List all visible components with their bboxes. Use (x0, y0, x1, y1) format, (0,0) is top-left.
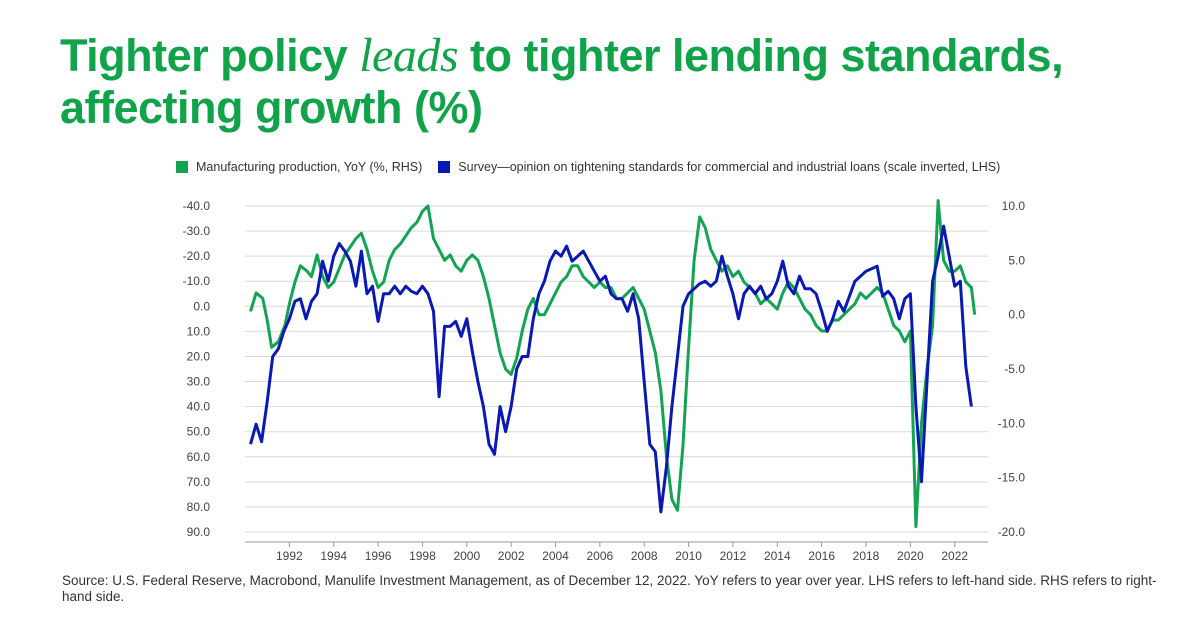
x-tick-label: 2000 (453, 549, 480, 563)
x-tick-label: 1994 (320, 549, 347, 563)
legend-label-manufacturing: Manufacturing production, YoY (%, RHS) (196, 160, 423, 174)
chart-legend: Manufacturing production, YoY (%, RHS) S… (176, 160, 1016, 174)
series-line-survey (249, 224, 973, 514)
x-tick-label: 2014 (764, 549, 791, 563)
legend-item-manufacturing: Manufacturing production, YoY (%, RHS) (176, 160, 422, 174)
x-tick-label: 2008 (631, 549, 658, 563)
left-tick-label: 60.0 (187, 450, 211, 464)
page-title: Tighter policy leads to tighter lending … (60, 30, 1180, 134)
left-tick-label: -10.0 (183, 274, 211, 288)
left-tick-label: 10.0 (187, 324, 211, 338)
legend-label-survey: Survey—opinion on tightening standards f… (458, 160, 1001, 174)
left-tick-label: 20.0 (187, 349, 211, 363)
right-tick-label: 0.0 (1008, 308, 1025, 322)
series-line-manufacturing (249, 199, 977, 529)
left-tick-label: -30.0 (183, 224, 211, 238)
left-tick-label: 30.0 (187, 375, 211, 389)
title-part2: to tighter lending standards, affecting … (60, 30, 1064, 133)
x-tick-label: 2016 (808, 549, 835, 563)
left-tick-label: 40.0 (187, 400, 211, 414)
right-tick-label: -10.0 (998, 416, 1026, 430)
left-tick-label: -40.0 (183, 199, 211, 213)
x-tick-label: 1996 (365, 549, 392, 563)
left-tick-label: -20.0 (183, 249, 211, 263)
left-tick-label: 80.0 (187, 500, 211, 514)
x-tick-label: 2012 (720, 549, 747, 563)
legend-swatch-blue (438, 161, 451, 173)
right-tick-label: 10.0 (1002, 199, 1026, 213)
right-tick-label: 5.0 (1008, 253, 1025, 267)
x-tick-label: 2006 (587, 549, 614, 563)
legend-swatch-green (176, 161, 188, 173)
right-tick-label: -5.0 (1004, 362, 1025, 376)
left-tick-label: 0.0 (193, 299, 210, 313)
x-tick-label: 2002 (498, 549, 525, 563)
right-tick-label: -20.0 (998, 525, 1026, 539)
left-tick-label: 90.0 (187, 525, 211, 539)
right-tick-label: -15.0 (998, 471, 1026, 485)
x-tick-label: 2010 (675, 549, 702, 563)
x-tick-label: 2022 (941, 549, 968, 563)
legend-item-survey: Survey—opinion on tightening standards f… (438, 160, 1000, 174)
x-tick-label: 2020 (897, 549, 924, 563)
left-tick-label: 70.0 (187, 475, 211, 489)
x-tick-label: 1992 (276, 549, 303, 563)
x-tick-label: 2004 (542, 549, 569, 563)
title-emphasis: leads (359, 29, 459, 82)
x-tick-label: 1998 (409, 549, 436, 563)
source-note: Source: U.S. Federal Reserve, Macrobond,… (62, 573, 1157, 604)
title-part1: Tighter policy (60, 30, 360, 81)
left-tick-label: 50.0 (187, 425, 211, 439)
x-tick-label: 2018 (853, 549, 880, 563)
